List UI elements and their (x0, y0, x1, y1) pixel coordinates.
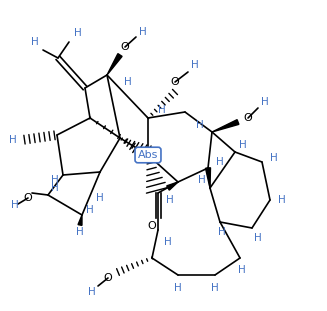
Text: H: H (218, 227, 226, 237)
Text: H: H (74, 28, 82, 38)
Text: H: H (211, 283, 219, 293)
Text: H: H (88, 287, 96, 297)
Text: H: H (9, 135, 17, 145)
Text: H: H (158, 105, 166, 115)
Text: H: H (51, 175, 59, 185)
Polygon shape (78, 215, 82, 225)
Text: H: H (216, 157, 224, 167)
Text: H: H (191, 60, 199, 70)
Text: O: O (244, 113, 252, 123)
Text: O: O (171, 77, 180, 87)
Polygon shape (205, 168, 211, 188)
Text: H: H (76, 227, 84, 237)
Text: H: H (261, 97, 269, 107)
Text: H: H (254, 233, 262, 243)
Text: H: H (139, 27, 147, 37)
Text: H: H (96, 193, 104, 203)
Text: H: H (166, 195, 174, 205)
Text: O: O (104, 273, 112, 283)
Text: H: H (239, 140, 247, 150)
Text: H: H (31, 37, 39, 47)
Text: O: O (147, 221, 156, 231)
Text: H: H (238, 265, 246, 275)
Text: H: H (198, 175, 206, 185)
Text: O: O (121, 42, 129, 52)
Text: H: H (174, 283, 182, 293)
Text: H: H (278, 195, 286, 205)
Text: H: H (86, 205, 94, 215)
Text: H: H (11, 200, 19, 210)
Text: Abs: Abs (138, 150, 158, 160)
Text: H: H (51, 183, 59, 193)
Text: O: O (24, 193, 32, 203)
Polygon shape (107, 53, 122, 75)
Polygon shape (212, 120, 239, 132)
Polygon shape (167, 182, 178, 190)
Text: H: H (124, 77, 132, 87)
Text: H: H (270, 153, 278, 163)
Text: H: H (164, 237, 172, 247)
Text: H: H (196, 120, 204, 130)
